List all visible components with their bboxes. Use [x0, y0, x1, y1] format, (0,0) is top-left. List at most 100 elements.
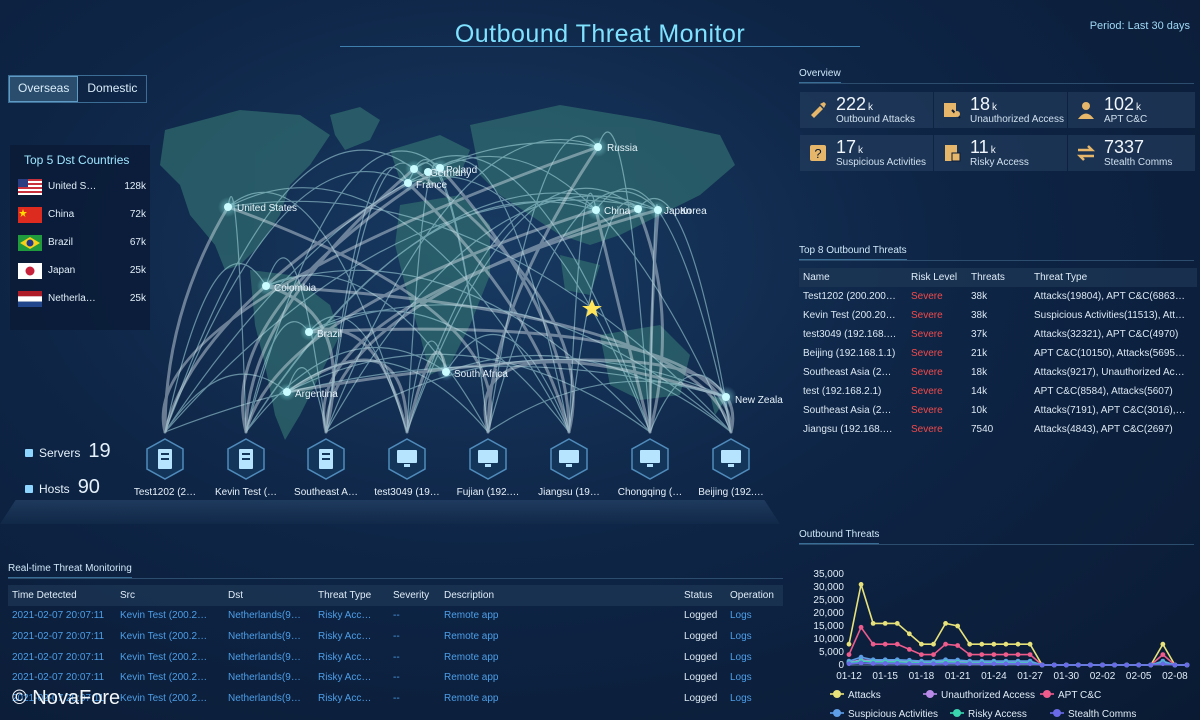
asset-node-label[interactable]: Test1202 (2…	[133, 487, 197, 498]
country-row[interactable]: Japan 25k	[18, 262, 150, 280]
legend-item[interactable]: Unauthorized Access	[923, 690, 1035, 701]
data-point[interactable]	[1160, 652, 1166, 657]
data-point[interactable]	[955, 661, 961, 666]
col-name[interactable]: Name	[799, 268, 907, 287]
data-point[interactable]	[1027, 641, 1033, 647]
data-point[interactable]	[931, 661, 936, 667]
legend-item[interactable]: Risky Access	[950, 709, 1027, 720]
data-point[interactable]	[858, 660, 864, 666]
data-point[interactable]	[943, 641, 948, 647]
data-point[interactable]	[1027, 661, 1033, 667]
asset-node[interactable]	[304, 437, 348, 481]
col-threat-type[interactable]: Threat Type	[1030, 268, 1197, 287]
data-point[interactable]	[906, 631, 912, 637]
table-row[interactable]: Jiangsu (192.168.… Severe 7540 Attacks(4843…	[799, 420, 1197, 439]
data-point[interactable]	[979, 661, 985, 667]
data-point[interactable]	[1015, 661, 1021, 667]
data-point[interactable]	[1015, 652, 1021, 657]
country-row[interactable]: United S… 128k	[18, 178, 150, 196]
data-point[interactable]	[1088, 662, 1093, 668]
operation[interactable]: Logs	[730, 630, 752, 642]
overview-card[interactable]: 222 k Outbound Attacks	[800, 92, 933, 128]
asset-node[interactable]	[143, 437, 187, 481]
data-point[interactable]	[991, 661, 997, 667]
col-risk-level[interactable]: Risk Level	[907, 268, 967, 287]
operation[interactable]: Logs	[730, 692, 752, 704]
country-row[interactable]: Brazil 67k	[18, 234, 150, 252]
asset-node-label[interactable]: Kevin Test (…	[214, 487, 278, 498]
asset-node[interactable]	[224, 437, 268, 481]
table-row[interactable]: Kevin Test (200.20… Severe 38k Suspicious A…	[799, 306, 1197, 325]
data-point[interactable]	[1051, 662, 1057, 668]
data-point[interactable]	[882, 661, 888, 666]
col-threat-type[interactable]: Threat Type	[314, 585, 389, 606]
operation[interactable]: Logs	[730, 651, 752, 663]
data-point[interactable]	[1027, 652, 1033, 657]
table-row[interactable]: Test1202 (200.200… Severe 38k Attacks(19804…	[799, 287, 1197, 306]
table-row[interactable]: test3049 (192.168.… Severe 37k Attacks(3232…	[799, 325, 1197, 344]
col-threats[interactable]: Threats	[967, 268, 1030, 287]
data-point[interactable]	[1160, 641, 1166, 647]
data-point[interactable]	[894, 621, 900, 626]
col-operation[interactable]: Operation	[726, 585, 783, 606]
data-point[interactable]	[955, 643, 961, 648]
data-point[interactable]	[858, 654, 864, 660]
data-point[interactable]	[1136, 662, 1142, 668]
data-point[interactable]	[931, 641, 936, 647]
data-point[interactable]	[967, 641, 973, 647]
table-row[interactable]: 2021-02-07 20:07:11 Kevin Test (200.2… Net…	[8, 626, 783, 647]
data-point[interactable]	[906, 661, 912, 667]
data-point[interactable]	[931, 652, 936, 657]
data-point[interactable]	[979, 652, 985, 657]
data-point[interactable]	[979, 641, 985, 647]
data-point[interactable]	[882, 621, 888, 626]
data-point[interactable]	[846, 652, 852, 657]
data-point[interactable]	[991, 641, 997, 647]
data-point[interactable]	[846, 641, 852, 647]
table-row[interactable]: test (192.168.2.1) Severe 14k APT C&C(8584)…	[799, 382, 1197, 401]
table-row[interactable]: 2021-02-07 20:07:11 Kevin Test (200.2… Net…	[8, 606, 783, 627]
data-point[interactable]	[1124, 662, 1130, 668]
data-point[interactable]	[894, 641, 900, 647]
table-row[interactable]: Southeast Asia (2… Severe 18k Attacks(9217)…	[799, 363, 1197, 382]
asset-node[interactable]	[628, 437, 672, 481]
table-row[interactable]: 2021-02-07 20:07:11 Kevin Test (200.2… Net…	[8, 667, 783, 688]
data-point[interactable]	[1184, 662, 1190, 668]
col-src[interactable]: Src	[116, 585, 224, 606]
data-point[interactable]	[919, 661, 924, 667]
data-point[interactable]	[967, 652, 973, 657]
data-point[interactable]	[1063, 662, 1069, 668]
legend-item[interactable]: Stealth Comms	[1050, 709, 1136, 720]
col-dst[interactable]: Dst	[224, 585, 314, 606]
col-status[interactable]: Status	[680, 585, 726, 606]
table-row[interactable]: 2021-02-07 20:07:11 Kevin Test (200.2… Net…	[8, 647, 783, 668]
data-point[interactable]	[846, 661, 852, 667]
asset-node-label[interactable]: Beijing (192.…	[698, 487, 764, 498]
period-label[interactable]: Period: Last 30 days	[1089, 20, 1190, 32]
data-point[interactable]	[1148, 662, 1154, 668]
overview-card[interactable]: 7337 Stealth Comms	[1068, 135, 1195, 171]
data-point[interactable]	[858, 624, 864, 630]
data-point[interactable]	[1039, 662, 1045, 668]
data-point[interactable]	[919, 652, 924, 657]
data-point[interactable]	[955, 623, 961, 629]
data-point[interactable]	[906, 647, 912, 652]
data-point[interactable]	[1112, 662, 1117, 668]
operation[interactable]: Logs	[730, 610, 752, 622]
data-point[interactable]	[919, 641, 924, 647]
data-point[interactable]	[870, 621, 876, 626]
data-point[interactable]	[991, 652, 997, 657]
data-point[interactable]	[1015, 641, 1021, 647]
operation[interactable]: Logs	[730, 672, 752, 684]
legend-item[interactable]: Attacks	[830, 690, 881, 701]
data-point[interactable]	[943, 661, 948, 666]
overview-card[interactable]: 102 k APT C&C	[1068, 92, 1195, 128]
asset-node[interactable]	[466, 437, 510, 481]
col-description[interactable]: Description	[440, 585, 680, 606]
data-point[interactable]	[1003, 661, 1009, 667]
data-point[interactable]	[943, 621, 948, 626]
data-point[interactable]	[1160, 661, 1166, 667]
asset-node-label[interactable]: Chongqing (…	[617, 487, 683, 498]
data-point[interactable]	[870, 661, 876, 666]
asset-node[interactable]	[385, 437, 429, 481]
